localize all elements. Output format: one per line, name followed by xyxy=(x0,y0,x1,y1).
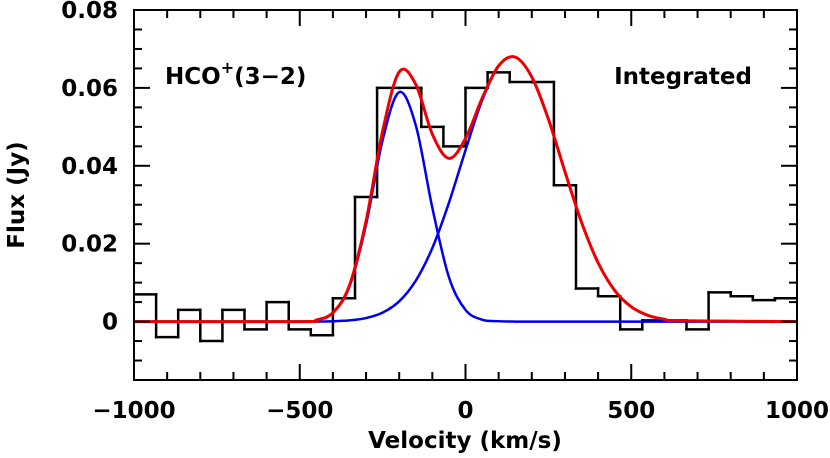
x-tick-label: 500 xyxy=(607,398,655,424)
annotation-text: HCO xyxy=(165,64,221,90)
x-axis-label: Velocity (km/s) xyxy=(368,428,562,454)
annotation: Integrated xyxy=(614,64,752,90)
fit-curve xyxy=(134,55,797,324)
annotation-suffix: (3−2) xyxy=(234,64,306,90)
y-tick-label: 0.08 xyxy=(61,0,118,24)
x-tick-label: −1000 xyxy=(92,398,175,424)
y-axis-label: Flux (Jy) xyxy=(4,141,30,248)
x-tick-label: 0 xyxy=(457,398,473,424)
annotation: HCO+(3−2) xyxy=(165,58,306,90)
plot-area xyxy=(134,55,797,343)
y-tick-label: 0.06 xyxy=(61,76,118,102)
y-tick-label: 0.04 xyxy=(61,154,118,180)
x-tick-label: −500 xyxy=(266,398,333,424)
y-tick-label: 0.02 xyxy=(61,232,118,258)
x-tick-label: 1000 xyxy=(765,398,829,424)
y-tick-label: 0 xyxy=(102,310,118,336)
annotation-superscript: + xyxy=(221,58,234,77)
